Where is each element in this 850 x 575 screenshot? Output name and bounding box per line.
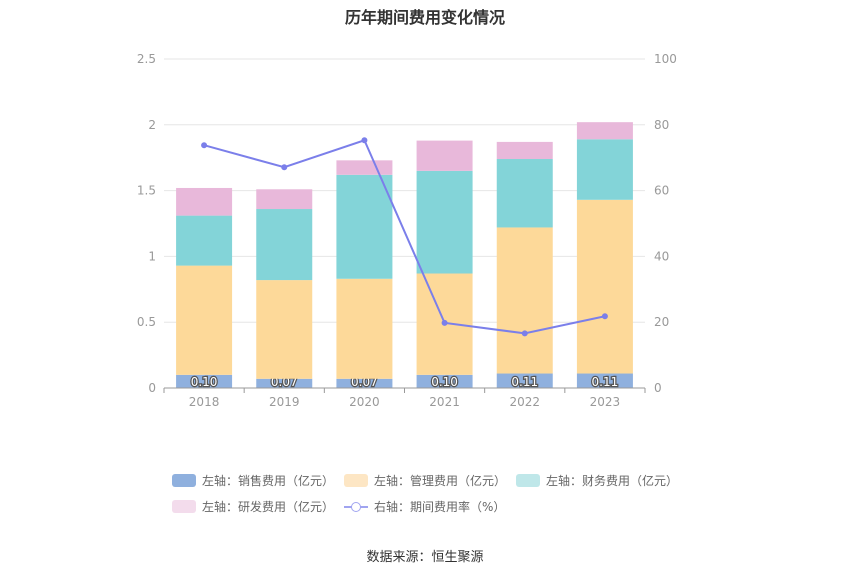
right-axis-tick-label: 20 (654, 315, 669, 329)
bar-segment (256, 280, 313, 379)
bar-segment (176, 265, 233, 375)
left-axis-tick-label: 0.5 (137, 315, 156, 329)
expense-ratio-point (521, 330, 528, 337)
bar-segment (256, 378, 313, 388)
right-axis-tick-label: 80 (654, 118, 669, 132)
bar-segment (336, 174, 393, 279)
bar-segment (416, 140, 473, 171)
expense-ratio-point (201, 142, 208, 149)
right-axis-tick-label: 100 (654, 52, 677, 66)
legend-item-finance[interactable]: 左轴：财务费用（亿元） (516, 472, 678, 489)
bar-segment (576, 139, 633, 200)
bar-segment (416, 170, 473, 274)
left-axis-tick-label: 1 (148, 249, 156, 263)
bar-data-label: 0.11 (592, 375, 619, 389)
bar-segment (576, 373, 633, 388)
bar-segment (496, 373, 553, 388)
bar-segment (176, 187, 233, 216)
data-source: 数据来源：恒生聚源 (366, 550, 484, 565)
expense-ratio-line (203, 139, 606, 335)
legend-item-sales[interactable]: 左轴：销售费用（亿元） (172, 472, 334, 489)
right-axis-tick-label: 40 (654, 249, 669, 263)
bar-segment (336, 278, 393, 379)
legend-label-admin: 左轴：管理费用（亿元） (374, 474, 507, 488)
right-axis-tick-label: 60 (654, 184, 669, 198)
bar-segment (496, 159, 553, 228)
legend-line-marker-icon (344, 500, 368, 513)
chart-area: 00.511.522.50204060801000.1020180.072019… (137, 52, 677, 409)
bar-segment (256, 189, 313, 210)
bar-data-label: 0.10 (431, 375, 458, 389)
bar-segment (496, 227, 553, 374)
expense-ratio-point (281, 164, 288, 171)
bar-segment (336, 378, 393, 388)
bar-segment (176, 374, 233, 388)
chart-title: 历年期间费用变化情况 (344, 8, 505, 27)
legend-swatch-rd (172, 500, 196, 513)
bar-segment (176, 215, 233, 266)
legend-item-rd[interactable]: 左轴：研发费用（亿元） (172, 498, 334, 515)
legend-item-admin[interactable]: 左轴：管理费用（亿元） (344, 472, 506, 489)
legend-swatch-admin (344, 474, 368, 487)
left-axis-tick-label: 0 (148, 381, 156, 395)
x-axis-tick-label: 2018 (189, 395, 220, 409)
left-axis-tick-label: 2 (148, 118, 156, 132)
bar-segment (256, 209, 313, 281)
x-axis-tick-label: 2019 (269, 395, 300, 409)
legend-label-finance: 左轴：财务费用（亿元） (546, 474, 679, 488)
bar-segment (416, 374, 473, 388)
legend-item-expense-ratio[interactable]: 右轴：期间费用率（%） (344, 498, 505, 515)
bar-segment (496, 141, 553, 160)
bar-data-label: 0.10 (191, 375, 218, 389)
bar-data-label: 0.11 (511, 375, 538, 389)
x-axis-tick-label: 2021 (429, 395, 460, 409)
expense-ratio-point (361, 137, 368, 144)
right-axis-tick-label: 0 (654, 381, 662, 395)
x-axis-tick-label: 2020 (349, 395, 380, 409)
x-axis-tick-label: 2022 (509, 395, 540, 409)
legend-swatch-sales (172, 474, 196, 487)
legend-label-rd: 左轴：研发费用（亿元） (202, 500, 335, 514)
x-axis-tick-label: 2023 (590, 395, 621, 409)
legend-label-expense-ratio: 右轴：期间费用率（%） (374, 500, 506, 514)
bar-segment (576, 199, 633, 374)
left-axis-tick-label: 2.5 (137, 52, 156, 66)
legend-label-sales: 左轴：销售费用（亿元） (202, 474, 335, 488)
bar-segment (576, 122, 633, 140)
legend-swatch-finance (516, 474, 540, 487)
expense-ratio-point (601, 313, 608, 320)
expense-ratio-point (441, 319, 448, 326)
left-axis-tick-label: 1.5 (137, 184, 156, 198)
bar-segment (336, 160, 393, 175)
